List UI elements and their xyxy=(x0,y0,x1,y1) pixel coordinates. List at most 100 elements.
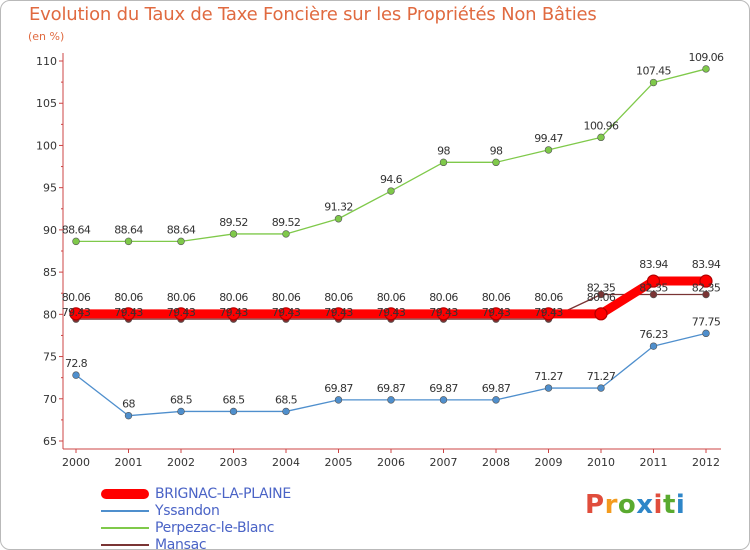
legend-label: Perpezac-le-Blanc xyxy=(155,519,275,536)
data-label: 79.43 xyxy=(377,306,406,319)
data-label: 80.06 xyxy=(219,291,248,304)
data-point xyxy=(177,407,185,416)
data-label: 69.87 xyxy=(482,382,511,395)
data-labels: 79.43 79.43 79.43 79.43 79.43 79.43 79.43 79.43… xyxy=(62,51,725,411)
x-tick-label: 2011 xyxy=(640,456,668,469)
data-label: 69.87 xyxy=(377,382,406,395)
data-label: 76.23 xyxy=(639,328,668,341)
data-point xyxy=(279,307,293,321)
y-tick-label: 105 xyxy=(36,97,57,110)
data-point xyxy=(544,384,553,392)
data-label: 71.27 xyxy=(534,370,563,383)
data-label: 79.43 xyxy=(114,306,143,319)
data-point xyxy=(597,384,605,392)
data-point xyxy=(544,146,553,154)
legend-item: Yssandon xyxy=(101,502,291,519)
legend-label: Mansac xyxy=(155,536,207,550)
logo-letter: P xyxy=(585,490,605,520)
x-tick-label: 2010 xyxy=(587,456,615,469)
data-label: 80.06 xyxy=(429,291,458,304)
data-label: 80.06 xyxy=(482,291,511,304)
y-tick-label: 80 xyxy=(43,308,57,321)
data-label: 98 xyxy=(490,144,503,157)
logo-letter: r xyxy=(604,490,618,520)
data-label: 82.35 xyxy=(587,281,616,294)
y-tick-label: 110 xyxy=(36,55,57,68)
y-tick-label: 95 xyxy=(43,182,57,195)
data-label: 80.06 xyxy=(377,291,406,304)
data-label: 79.43 xyxy=(534,306,563,319)
data-point xyxy=(282,407,290,416)
data-point xyxy=(72,237,80,246)
data-label: 88.64 xyxy=(167,223,196,236)
data-label: 68.5 xyxy=(170,393,193,406)
data-label: 80.06 xyxy=(324,291,353,304)
data-label: 68.5 xyxy=(222,393,245,406)
data-label: 80.06 xyxy=(587,291,616,304)
data-point xyxy=(702,290,710,299)
y-unit-label: (en %) xyxy=(28,30,65,43)
data-label: 91.32 xyxy=(324,201,353,214)
series-line xyxy=(75,68,707,243)
data-label: 80.06 xyxy=(534,291,563,304)
data-point xyxy=(597,133,605,142)
data-point xyxy=(492,396,500,404)
data-point xyxy=(334,396,343,404)
series-lines xyxy=(69,65,713,420)
data-point xyxy=(436,307,451,321)
data-point xyxy=(177,237,185,246)
data-point xyxy=(229,407,238,416)
data-point xyxy=(702,329,710,338)
data-point xyxy=(387,187,395,195)
axes: 65 70 75 80 85 90 95 100 105 110 2000 2001 2002 2003 2… xyxy=(36,53,721,469)
data-point xyxy=(649,342,658,350)
y-tick-label: 75 xyxy=(43,351,57,364)
data-label: 82.35 xyxy=(692,281,721,294)
data-label: 79.43 xyxy=(219,306,248,319)
data-label: 79.43 xyxy=(482,306,511,319)
data-label: 79.43 xyxy=(429,306,458,319)
data-label: 80.06 xyxy=(272,291,301,304)
legend-swatch xyxy=(101,488,149,499)
data-label: 89.52 xyxy=(272,216,301,229)
data-label: 79.43 xyxy=(167,306,196,319)
logo-letter: i xyxy=(675,490,686,520)
x-tick-label: 2004 xyxy=(272,456,300,469)
data-point xyxy=(334,215,343,223)
x-tick-label: 2007 xyxy=(430,456,458,469)
data-label: 83.94 xyxy=(639,258,668,271)
data-point xyxy=(124,411,133,420)
proxiti-logo: Proxiti xyxy=(585,490,685,520)
data-point xyxy=(174,307,188,321)
legend-item: BRIGNAC-LA-PLAINE xyxy=(101,485,291,502)
x-tick-label: 2009 xyxy=(535,456,563,469)
x-tick-label: 2002 xyxy=(167,456,195,469)
data-point xyxy=(384,307,398,321)
data-point xyxy=(121,307,136,321)
legend-item: Perpezac-le-Blanc xyxy=(101,519,291,536)
x-tick-label: 2001 xyxy=(115,456,143,469)
data-label: 82.35 xyxy=(639,281,668,294)
data-point xyxy=(387,396,395,404)
x-tick-label: 2000 xyxy=(62,456,90,469)
logo-letter: t xyxy=(662,490,676,520)
x-tick-label: 2003 xyxy=(220,456,248,469)
y-tick-label: 90 xyxy=(43,224,57,237)
chart-title: Evolution du Taux de Taxe Foncière sur l… xyxy=(29,4,597,25)
y-tick-label: 70 xyxy=(43,393,57,406)
data-label: 88.64 xyxy=(62,223,91,236)
data-point xyxy=(597,290,605,299)
y-tick-label: 100 xyxy=(36,139,57,152)
legend-item: Mansac xyxy=(101,536,291,550)
x-tick-label: 2005 xyxy=(325,456,353,469)
data-label: 77.75 xyxy=(692,315,721,328)
data-point xyxy=(439,396,448,404)
logo-letter: x xyxy=(636,490,654,520)
legend: BRIGNAC-LA-PLAINE Yssandon Perpezac-le-B… xyxy=(101,485,291,550)
data-point xyxy=(439,158,448,167)
data-label: 109.06 xyxy=(689,51,724,64)
data-label: 88.64 xyxy=(114,223,143,236)
data-label: 68 xyxy=(122,398,135,411)
data-point xyxy=(492,158,500,167)
